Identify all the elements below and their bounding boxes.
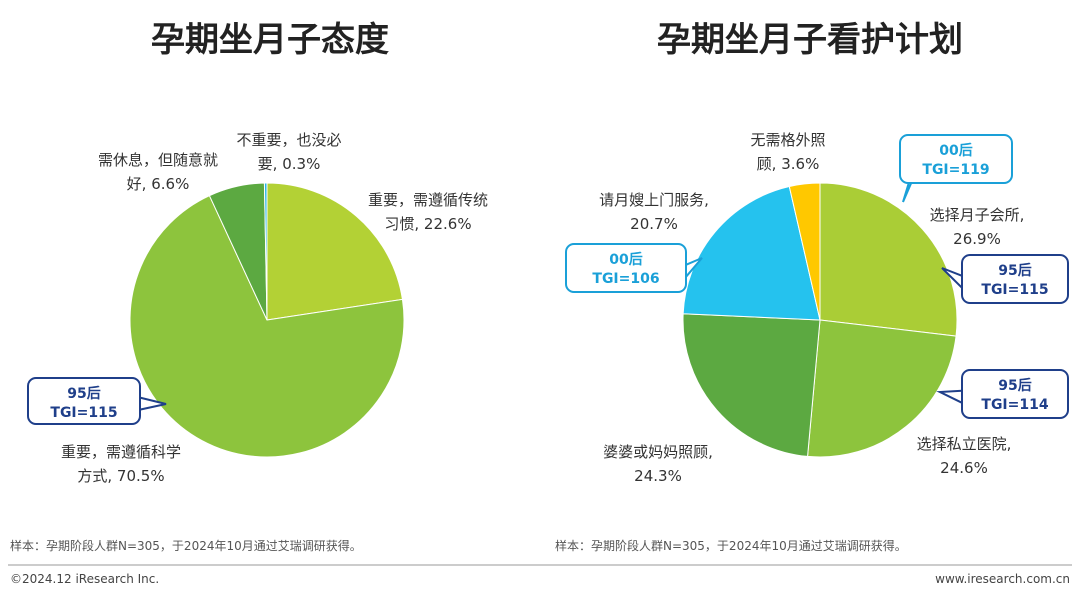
callout-text: 00后: [939, 142, 972, 159]
callout-text: 95后: [998, 377, 1031, 394]
callout-text: 95后: [67, 385, 100, 402]
callout-box: [961, 254, 1069, 304]
footer-left: ©2024.12 iResearch Inc.: [10, 572, 160, 586]
chart-title: 孕期坐月子看护计划: [657, 20, 963, 60]
pie-slice: [819, 182, 958, 337]
callout-tail: [941, 267, 963, 289]
footer-right: www.iresearch.com.cn: [935, 572, 1070, 586]
callout-text: TGI=106: [592, 271, 659, 287]
slice-label: 重要，需遵循传统习惯, 22.6%: [368, 191, 489, 233]
callout-text: TGI=115: [981, 282, 1048, 298]
callout-tail: [139, 396, 167, 411]
callout-box: [565, 243, 687, 293]
slice-label: 请月嫂上门服务, 20.7%: [599, 191, 709, 233]
slice-label: 不重要，也没必要, 0.3%: [236, 131, 342, 173]
callout-text: TGI=114: [981, 397, 1048, 413]
callout-tail: [685, 257, 703, 278]
callout-box: [27, 377, 141, 425]
callout-box: [899, 134, 1013, 184]
callout-text: TGI=119: [922, 162, 989, 178]
pie-slice: [129, 195, 405, 458]
pie-slice: [807, 319, 957, 458]
source-note: 样本：孕期阶段人群N=305，于2024年10月通过艾瑞调研获得。: [10, 539, 362, 553]
pie-slice: [788, 182, 821, 321]
chart-title: 孕期坐月子态度: [151, 20, 389, 60]
source-note: 样本：孕期阶段人群N=305，于2024年10月通过艾瑞调研获得。: [555, 539, 907, 553]
slice-label: 无需格外照顾, 3.6%: [750, 131, 826, 173]
pie-slice: [263, 182, 268, 321]
callout-text: TGI=115: [50, 405, 117, 421]
pie-slice: [266, 182, 404, 321]
pie-slice: [682, 313, 821, 457]
slice-label: 选择月子会所, 26.9%: [929, 206, 1025, 248]
slice-label: 婆婆或妈妈照顾, 24.3%: [603, 443, 713, 485]
slice-label: 重要，需遵循科学方式, 70.5%: [60, 443, 181, 485]
pie-slice: [682, 185, 821, 321]
callout-text: 00后: [609, 251, 642, 268]
callout-text: 95后: [998, 262, 1031, 279]
slice-label: 选择私立医院, 24.6%: [916, 435, 1012, 477]
callout-box: [961, 369, 1069, 419]
slice-label: 需休息，但随意就好, 6.6%: [98, 151, 219, 193]
callout-tail: [936, 389, 963, 404]
